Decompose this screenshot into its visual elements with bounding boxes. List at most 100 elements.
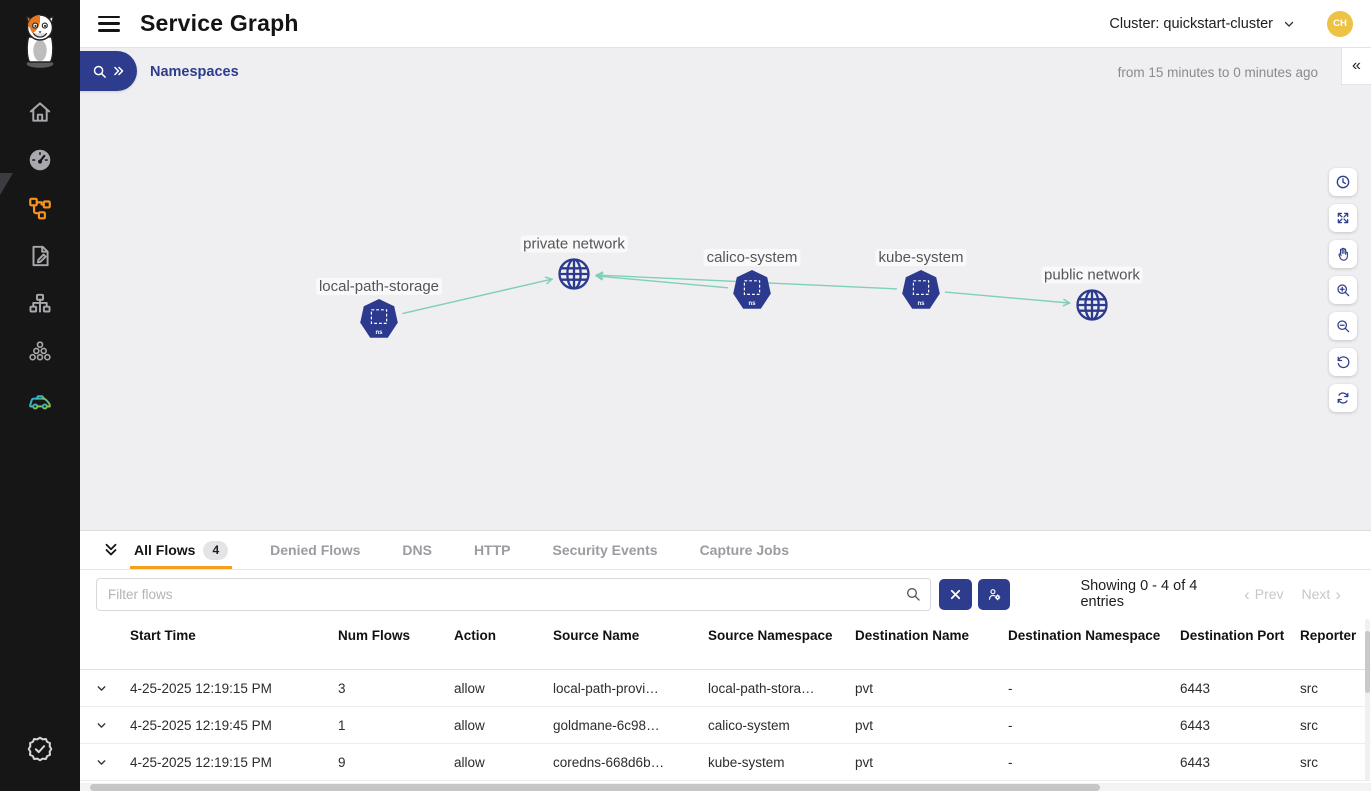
horizontal-scrollbar <box>80 783 1371 791</box>
cell-start-time: 4-25-2025 12:19:15 PM <box>130 754 272 770</box>
graph-canvas: local-path-storage ns private network cal… <box>80 47 1371 530</box>
column-header-reporter[interactable]: Reporter <box>1300 628 1357 643</box>
double-chevron-down-icon[interactable] <box>96 535 126 565</box>
column-header-start-time[interactable]: Start Time <box>130 628 196 643</box>
avatar[interactable]: CH <box>1327 10 1353 37</box>
service-graph-icon[interactable] <box>20 194 60 222</box>
cell-destination-port: 6443 <box>1180 754 1211 770</box>
graph-edge-calico-system-to-private-network[interactable] <box>594 272 729 289</box>
clock-icon[interactable] <box>1329 168 1357 196</box>
search-icon[interactable] <box>905 586 921 602</box>
vertical-scrollbar <box>1365 619 1370 781</box>
horizontal-scrollbar-thumb[interactable] <box>90 783 1100 791</box>
column-header-destination-namespace[interactable]: Destination Namespace <box>1008 628 1161 643</box>
cell-action: allow <box>454 717 485 733</box>
table-row: 4-25-2025 12:19:15 PM 3 allow local-path-pr… <box>80 670 1371 707</box>
cell-source-name: goldmane-6c98… <box>553 717 660 733</box>
home-icon[interactable] <box>20 98 60 126</box>
graph-node-calico-system[interactable]: calico-system ns <box>703 249 801 311</box>
pan-hand-icon[interactable] <box>1329 240 1357 268</box>
row-expander-chevron-icon[interactable] <box>96 683 130 694</box>
cell-destination-name: pvt <box>855 754 874 770</box>
row-expander-chevron-icon[interactable] <box>96 720 130 731</box>
clear-filter-button[interactable] <box>938 578 972 610</box>
graph-toolbar <box>1329 168 1357 412</box>
cell-num-flows: 1 <box>338 717 346 733</box>
policies-icon[interactable] <box>20 242 60 270</box>
graph-edge-local-path-storage-to-private-network[interactable] <box>402 276 554 315</box>
tabs: All Flows 4 Denied Flows DNS HTTP Security Ev… <box>129 531 791 569</box>
tab-all-flows[interactable]: All Flows 4 <box>129 531 233 569</box>
tab-http[interactable]: HTTP <box>472 531 513 569</box>
graph-node-public-network[interactable]: public network <box>1041 266 1143 324</box>
sidebar-nav <box>20 98 60 414</box>
cell-source-namespace: local-path-stora… <box>708 680 815 696</box>
cell-source-namespace: kube-system <box>708 754 785 770</box>
next-button[interactable]: Next › <box>1301 584 1341 604</box>
page-title: Service Graph <box>140 10 299 36</box>
user-gear-icon <box>988 588 1000 600</box>
graph-node-private-network[interactable]: private network <box>520 235 628 293</box>
graph-node-kube-system[interactable]: kube-system ns <box>875 249 967 311</box>
table-header-row: Start Time Num Flows Action Source Name Sour… <box>80 618 1371 670</box>
column-header-destination-name[interactable]: Destination Name <box>855 628 970 643</box>
collapse-panel-button[interactable]: « <box>1341 48 1371 85</box>
refresh-icon[interactable] <box>1329 384 1357 412</box>
cell-num-flows: 3 <box>338 680 346 696</box>
cell-destination-namespace: - <box>1008 680 1013 696</box>
tab-security-events[interactable]: Security Events <box>551 531 660 569</box>
column-header-source-name[interactable]: Source Name <box>553 628 640 643</box>
zoom-in-icon[interactable] <box>1329 276 1357 304</box>
sidebar <box>0 0 80 791</box>
dashboard-gauge-icon[interactable] <box>20 146 60 174</box>
column-header-num-flows[interactable]: Num Flows <box>338 628 411 643</box>
network-sitemap-icon[interactable] <box>20 290 60 318</box>
cell-destination-name: pvt <box>855 717 874 733</box>
tab-denied-flows[interactable]: Denied Flows <box>268 531 362 569</box>
calico-cat-logo <box>25 14 55 68</box>
clear-x-icon <box>950 589 960 599</box>
tab-label: DNS <box>402 542 432 558</box>
zoom-out-icon[interactable] <box>1329 312 1357 340</box>
row-expander-chevron-icon[interactable] <box>96 757 130 768</box>
column-header-action[interactable]: Action <box>454 628 496 643</box>
main-area: Service Graph Cluster: quickstart-cluste… <box>80 0 1371 791</box>
double-chevron-right-icon <box>113 66 123 76</box>
table-row: 4-25-2025 12:19:15 PM 9 allow coredns-668d6… <box>80 744 1371 781</box>
cell-start-time: 4-25-2025 12:19:45 PM <box>130 717 272 733</box>
chevron-down-icon <box>1284 21 1294 27</box>
cluster-nodes-icon[interactable] <box>20 338 60 366</box>
hamburger-menu-icon[interactable] <box>98 15 120 32</box>
cell-destination-port: 6443 <box>1180 717 1211 733</box>
flows-panel: All Flows 4 Denied Flows DNS HTTP Security Ev… <box>80 530 1371 791</box>
graph-node-local-path-storage[interactable]: local-path-storage ns <box>315 278 443 340</box>
tab-capture-jobs[interactable]: Capture Jobs <box>698 531 791 569</box>
node-label: public network <box>1041 266 1143 284</box>
node-label: local-path-storage <box>315 278 443 295</box>
tab-label: Denied Flows <box>270 542 361 558</box>
fit-screen-icon[interactable] <box>1329 204 1357 232</box>
certificate-check-icon[interactable] <box>25 734 55 769</box>
cluster-selector[interactable]: Cluster: quickstart-cluster <box>1109 16 1295 32</box>
chevron-left-icon: ‹ <box>1244 584 1250 604</box>
drawer-notch[interactable] <box>0 173 13 195</box>
cell-reporter: src <box>1300 754 1318 770</box>
graph-edge-kube-system-to-public-network[interactable] <box>944 291 1072 307</box>
vertical-scrollbar-thumb[interactable] <box>1365 631 1370 693</box>
prev-button[interactable]: ‹ Prev <box>1244 584 1284 604</box>
tab-dns[interactable]: DNS <box>400 531 434 569</box>
breadcrumb[interactable]: Namespaces <box>150 64 239 80</box>
filter-flows-input[interactable] <box>96 577 931 611</box>
column-header-source-namespace[interactable]: Source Namespace <box>708 628 833 643</box>
search-icon <box>93 65 106 78</box>
undo-icon[interactable] <box>1329 348 1357 376</box>
svg-text:ns: ns <box>917 301 925 307</box>
tab-label: All Flows <box>134 542 196 558</box>
node-label: calico-system <box>703 249 801 266</box>
column-header-destination-port[interactable]: Destination Port <box>1180 628 1285 643</box>
customize-columns-button[interactable] <box>977 578 1011 610</box>
showing-entries-label: Showing 0 - 4 of 4 entries <box>1080 578 1198 610</box>
graph-search-pill[interactable] <box>80 51 137 91</box>
car-icon[interactable] <box>20 386 60 414</box>
time-range-label: from 15 minutes to 0 minutes ago <box>1117 65 1318 80</box>
